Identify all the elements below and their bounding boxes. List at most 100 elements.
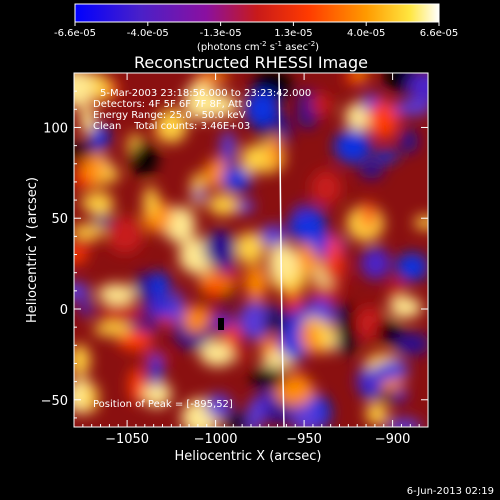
image-blob <box>246 397 263 427</box>
image-blob <box>395 252 428 282</box>
colorbar-tick-label: 4.0e-05 <box>347 28 385 39</box>
image-blob <box>360 247 391 280</box>
image-blob <box>141 380 172 408</box>
solar-limb-line <box>278 73 285 427</box>
image-blob <box>407 73 428 103</box>
annotation-peak: Position of Peak = [-895,52] <box>93 399 233 410</box>
x-tick-label: −950 <box>286 432 322 447</box>
image-blob <box>74 78 86 97</box>
image-blob <box>183 305 209 334</box>
image-blob <box>230 348 249 362</box>
image-blob <box>205 280 223 299</box>
image-blob <box>128 367 145 404</box>
image-blob <box>74 246 88 264</box>
colorbar-tick-label: -1.3e-05 <box>200 28 242 39</box>
image-blob <box>310 94 333 115</box>
image-blob <box>192 188 207 202</box>
annotation-clean: Clean Total counts: 3.46E+03 <box>93 121 250 132</box>
y-tick-label: 50 <box>51 212 68 227</box>
image-blob <box>86 191 114 216</box>
image-blob <box>291 403 320 427</box>
image-blob <box>221 165 253 192</box>
image-blob <box>368 100 399 140</box>
image-blob <box>170 288 184 327</box>
image-blob <box>224 324 240 349</box>
y-axis-ticks: −50 0 50 100 <box>41 72 428 419</box>
image-blob <box>373 150 400 163</box>
image-blob <box>393 99 428 117</box>
image-blob <box>208 193 239 216</box>
image-blob <box>224 412 249 427</box>
image-blob <box>259 224 287 248</box>
colorbar-unit-label: (photons cm-2 s-1 asec-2) <box>197 40 319 53</box>
colorbar-tick-label: 1.3e-05 <box>274 28 312 39</box>
image-blob <box>251 366 285 389</box>
x-tick-label: −900 <box>375 432 411 447</box>
image-blob <box>262 313 286 328</box>
image-blob <box>74 143 96 159</box>
plot-image <box>74 73 428 427</box>
image-blob <box>267 243 299 282</box>
image-blob <box>333 129 372 164</box>
image-blob <box>203 230 237 267</box>
image-blob <box>244 90 279 127</box>
image-blob <box>93 322 132 337</box>
annotation-time: 5-Mar-2003 23:18:56.000 to 23:23:42.000 <box>100 88 311 99</box>
x-tick-label: −1000 <box>194 432 238 447</box>
image-blob <box>149 351 163 387</box>
image-blob <box>362 201 375 229</box>
image-blob <box>97 283 137 304</box>
colorbar-tick-label: 6.6e-05 <box>420 28 458 39</box>
image-blob <box>310 170 342 206</box>
chart-title: Reconstructed RHESSI Image <box>134 53 368 72</box>
image-blob <box>89 123 110 151</box>
image-blob <box>245 265 267 301</box>
colorbar-tick-label: -6.6e-05 <box>54 28 96 39</box>
image-blob <box>184 81 217 121</box>
image-blob <box>74 282 91 301</box>
annotation-detectors: Detectors: 4F 5F 6F 7F 8F, Att 0 <box>93 99 252 110</box>
image-blob <box>117 329 153 351</box>
image-blob <box>389 296 422 319</box>
image-blob <box>150 271 171 301</box>
image-blob <box>336 321 357 355</box>
y-axis-label: Heliocentric Y (arcsec) <box>25 177 40 323</box>
colorbar-gradient <box>74 3 440 23</box>
x-axis-ticks: −1050 −1000 −950 −900 <box>82 73 429 447</box>
image-blob <box>373 361 410 380</box>
image-blob <box>74 224 106 238</box>
colorbar: -6.6e-05 -4.0e-05 -1.3e-05 1.3e-05 4.0e-05 6.… <box>54 3 458 53</box>
image-blob <box>325 234 343 275</box>
image-blob <box>259 337 284 355</box>
x-axis-label: Heliocentric X (arcsec) <box>175 449 322 464</box>
image-blob <box>205 393 232 419</box>
annotation-energy: Energy Range: 25.0 - 50.0 keV <box>93 110 246 121</box>
image-blob <box>219 268 243 283</box>
image-blob <box>74 344 91 377</box>
image-blob <box>238 301 272 341</box>
x-tick-label: −1050 <box>105 432 149 447</box>
image-blob <box>376 320 402 343</box>
y-tick-label: 0 <box>60 303 68 318</box>
image-blob <box>354 73 367 83</box>
image-blob <box>84 383 99 413</box>
image-blob <box>220 130 236 166</box>
image-blob <box>199 340 237 367</box>
y-tick-label: 100 <box>43 121 68 136</box>
image-blob <box>365 402 388 426</box>
dark-spot <box>218 318 224 330</box>
y-tick-label: −50 <box>41 394 68 409</box>
image-blob <box>79 299 93 317</box>
image-blob <box>399 128 419 154</box>
image-blob <box>194 73 230 85</box>
image-blob <box>384 418 422 427</box>
image-blob <box>359 161 384 179</box>
footer-date: 6-Jun-2013 02:19 <box>407 486 494 497</box>
image-blob <box>143 185 159 217</box>
image-blob <box>316 321 332 349</box>
image-blob <box>235 231 265 265</box>
colorbar-tick-label: -4.0e-05 <box>127 28 169 39</box>
image-blob <box>414 215 428 230</box>
image-blob <box>393 332 428 356</box>
